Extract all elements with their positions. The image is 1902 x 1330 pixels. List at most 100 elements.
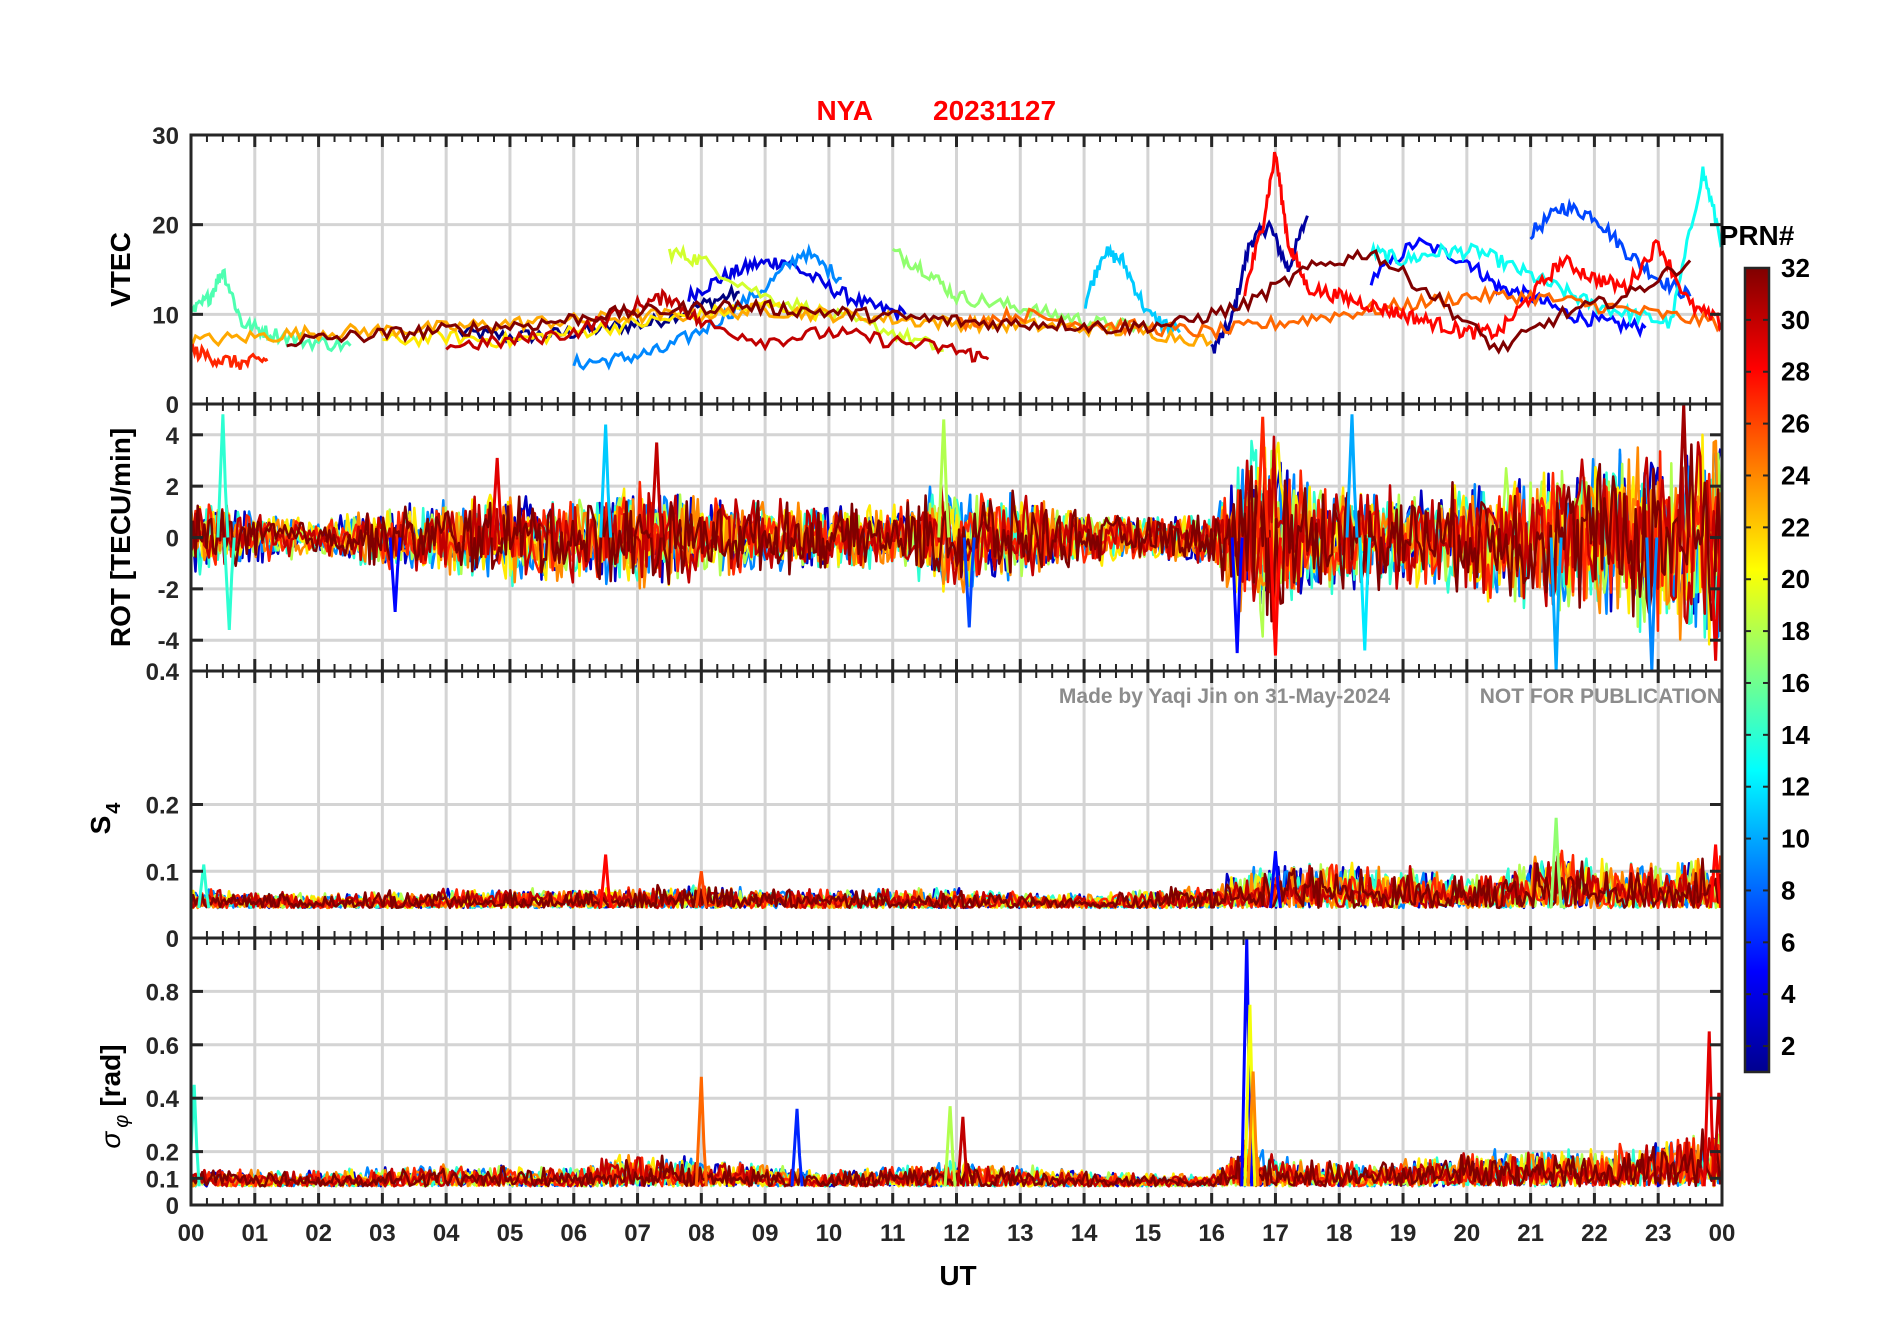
- panel-s4: 0 0.1 0.2 S4: [85, 669, 1724, 953]
- vtec-series-prn-5: [1369, 236, 1647, 339]
- colorbar-tick-label: 16: [1781, 668, 1810, 698]
- vtec-series-prn-17: [891, 247, 1149, 334]
- x-tick-label: 03: [369, 1220, 396, 1247]
- colorbar-tick-label: 14: [1781, 720, 1810, 750]
- x-tick-label: 12: [943, 1220, 970, 1247]
- s4-peak-3: [1268, 851, 1282, 909]
- panel-sigma-ylabel-symbol: σ: [95, 1131, 126, 1149]
- panel-vtec-ytick-label: 10: [152, 302, 179, 329]
- s4-peak-0: [197, 864, 211, 909]
- colorbar-gradient: [1743, 266, 1771, 1074]
- rot-peak-3: [490, 457, 504, 538]
- colorbar-tick-label: 20: [1781, 564, 1810, 594]
- x-tick-label: 07: [624, 1220, 651, 1247]
- x-tick-label: 19: [1390, 1220, 1417, 1247]
- panel-sigma-ylabel: σφ [rad]: [95, 1044, 133, 1148]
- colorbar-tick-label: 24: [1781, 460, 1810, 490]
- panel-rot-corner-bottom: 0.4: [146, 659, 180, 686]
- rot-peak-7: [962, 537, 976, 628]
- sigma-peak-0: [191, 1084, 201, 1187]
- rot-peak-4: [599, 424, 613, 538]
- x-tick-label: 15: [1135, 1220, 1162, 1247]
- x-tick-label: 08: [688, 1220, 715, 1247]
- rot-peak-11: [1345, 414, 1359, 538]
- panel-s4-ylabel-sub: 4: [103, 802, 125, 814]
- rot-peak-5: [650, 442, 664, 538]
- s4-peak-2: [694, 871, 708, 909]
- s4-peak-4: [1549, 817, 1563, 909]
- panel-rot: -4 -2 0 2 4 0 0.4 ROT [TECU/min]: [105, 392, 1724, 686]
- panel-rot-ytick-label: 4: [166, 423, 180, 450]
- panel-rot-ytick-label: 0: [166, 526, 179, 553]
- rot-peak-6: [937, 419, 951, 538]
- vtec-series-prn-15: [191, 267, 352, 353]
- vtec-series-prn-19: [667, 243, 944, 353]
- vtec-series-prn-30: [445, 287, 990, 363]
- colorbar-tick-label: 8: [1781, 875, 1795, 905]
- vtec-series-prn-23: [191, 302, 1213, 349]
- colorbar-tick-label: 30: [1781, 305, 1810, 335]
- panel-rot-ytick-label: -2: [158, 577, 179, 604]
- panel-sigma-ytick-label: 0.6: [146, 1033, 179, 1060]
- panel-sigma-ytick-label: 0.1: [146, 1166, 179, 1193]
- panel-vtec-ylabel: VTEC: [105, 232, 136, 307]
- panel-sigma-ylabel-unit: [rad]: [95, 1044, 126, 1106]
- colorbar-label: PRN#: [1720, 220, 1795, 251]
- vtec-series-prn-27: [191, 343, 269, 370]
- panel-rot-ytick-label: 2: [166, 474, 179, 501]
- panel-s4-ytick-label: 0: [166, 926, 179, 953]
- colorbar-tick-label: 26: [1781, 409, 1810, 439]
- panel-sigma-ytick-label: 0.8: [146, 979, 179, 1006]
- x-axis-label: UT: [939, 1260, 976, 1291]
- s4-peak-1: [599, 854, 613, 909]
- rot-peak-10: [1268, 537, 1282, 656]
- x-tick-label: 04: [433, 1220, 460, 1247]
- panel-rot-corner-top: 0: [166, 392, 179, 419]
- panel-sigma: 00.10.2 0.4 0.6 0.8 σφ [rad]: [95, 936, 1724, 1220]
- s4-peak-5: [1709, 844, 1722, 909]
- rot-peak-12: [1358, 537, 1372, 651]
- panel-sigma-ytick-label: 0.4: [146, 1086, 180, 1113]
- x-tick-label: 11: [880, 1220, 905, 1247]
- panel-s4-ytick-label: 0.2: [146, 793, 179, 820]
- x-tick-label: 13: [1007, 1220, 1034, 1247]
- rot-trace-prn-32: [191, 443, 1722, 632]
- panel-rot-ytick-label: -4: [158, 628, 180, 655]
- colorbar-tick-label: 32: [1781, 253, 1810, 283]
- panel-sigma-frame: [189, 936, 1724, 1207]
- rot-peak-9: [1256, 416, 1270, 538]
- rot-peak-16: [1709, 537, 1722, 661]
- sigma-peak-9: [1712, 1092, 1722, 1187]
- chart-title-station: NYA: [816, 95, 873, 126]
- panel-sigma-ylabel-sub: φ: [111, 1115, 133, 1128]
- x-tick-label: 16: [1198, 1220, 1225, 1247]
- panel-sigma-ytick-label: 0: [166, 1193, 179, 1220]
- x-tick-label: 18: [1326, 1220, 1353, 1247]
- panel-vtec-data: [191, 151, 1722, 371]
- colorbar-tick-label: 28: [1781, 357, 1810, 387]
- x-tick-label: 21: [1517, 1220, 1544, 1247]
- colorbar-tick-label: 2: [1781, 1031, 1795, 1061]
- x-tick-label: 23: [1645, 1220, 1672, 1247]
- panel-vtec-ytick-label: 30: [152, 123, 179, 150]
- panel-sigma-data: [191, 938, 1722, 1188]
- rot-peak-14: [1645, 537, 1659, 671]
- rot-peak-2: [388, 537, 402, 613]
- watermark-right: NOT FOR PUBLICATION: [1480, 685, 1722, 708]
- colorbar-tick-label: 18: [1781, 616, 1810, 646]
- rot-peak-1: [222, 537, 236, 631]
- panel-rot-data: [191, 404, 1722, 671]
- sigma-peak-1: [694, 1076, 708, 1187]
- s4-trace-prn-32: [191, 854, 1722, 910]
- panel-vtec: 10 20 30 VTEC: [105, 123, 1724, 406]
- x-tick-label: 22: [1581, 1220, 1608, 1247]
- x-tick-label: 00: [1709, 1220, 1736, 1247]
- x-tick-label: 10: [816, 1220, 843, 1247]
- chart-title-date: 20231127: [933, 95, 1056, 126]
- rot-trace-prn-30: [191, 435, 1722, 625]
- colorbar-tick-label: 6: [1781, 927, 1795, 957]
- panel-s4-data: [191, 817, 1722, 910]
